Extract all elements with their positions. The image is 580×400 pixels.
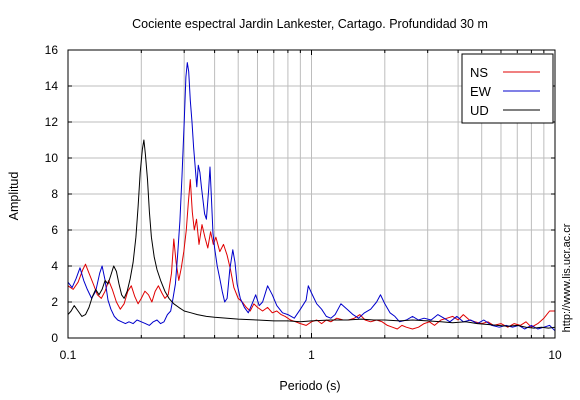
series-line-ew	[67, 62, 556, 332]
series-line-ns	[67, 179, 555, 330]
chart-title: Cociente espectral Jardin Lankester, Car…	[132, 17, 488, 31]
series-line-ud	[67, 139, 556, 329]
y-tick-label: 14	[45, 79, 59, 93]
y-tick-label: 0	[51, 331, 58, 345]
y-tick-label: 2	[51, 295, 58, 309]
legend: NS EW UD	[461, 53, 554, 124]
x-tick-label: 10	[548, 348, 562, 362]
y-tick-label: 12	[45, 115, 59, 129]
legend-label-ew: EW	[470, 84, 492, 99]
legend-box	[461, 53, 554, 124]
series-layer	[67, 62, 556, 332]
y-tick-label: 10	[45, 151, 59, 165]
y-tick-label: 4	[51, 259, 58, 273]
source-url-text: http://www.lis.ucr.ac.cr	[561, 223, 573, 332]
x-axis-label: Periodo (s)	[279, 379, 340, 393]
y-tick-label: 6	[51, 223, 58, 237]
axis-ticks: 0 2 4 6 8 10 12 14 16 0.1 1 10	[45, 43, 562, 362]
x-tick-label: 0.1	[60, 348, 77, 362]
x-tick-label: 1	[308, 348, 315, 362]
legend-label-ud: UD	[470, 103, 489, 118]
legend-label-ns: NS	[470, 65, 488, 80]
y-tick-label: 8	[51, 187, 58, 201]
y-axis-label: Amplitud	[7, 172, 21, 221]
y-tick-label: 16	[45, 43, 59, 57]
